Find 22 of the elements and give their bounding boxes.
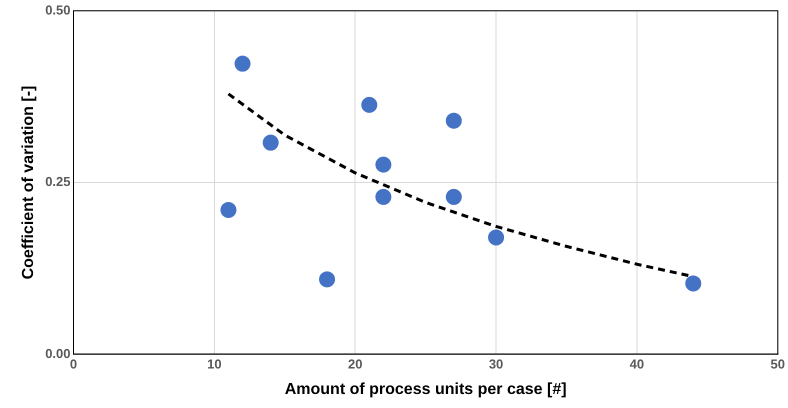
y-axis-title: Coefficient of variation [-]	[20, 86, 38, 280]
x-tick-label: 50	[770, 356, 786, 372]
point	[446, 112, 462, 129]
point	[234, 56, 251, 72]
x-tick-label: 10	[207, 356, 222, 372]
x-tick-label: 40	[630, 356, 644, 372]
point	[319, 271, 336, 288]
point	[220, 202, 236, 218]
point	[685, 275, 702, 292]
point	[488, 229, 504, 246]
point	[361, 96, 378, 113]
y-tick-label: 0.50	[45, 2, 70, 18]
x-tick-label: 20	[348, 356, 362, 372]
y-tick-label: 0.00	[45, 346, 70, 361]
point	[375, 188, 392, 205]
x-tick-label: 30	[488, 356, 504, 372]
y-tick-label: 0.25	[45, 174, 70, 190]
point	[262, 134, 279, 151]
x-tick-label: 0	[70, 356, 78, 372]
point	[375, 156, 392, 173]
point	[446, 188, 462, 205]
x-axis-title: Amount of process units per case [#]	[284, 380, 567, 398]
